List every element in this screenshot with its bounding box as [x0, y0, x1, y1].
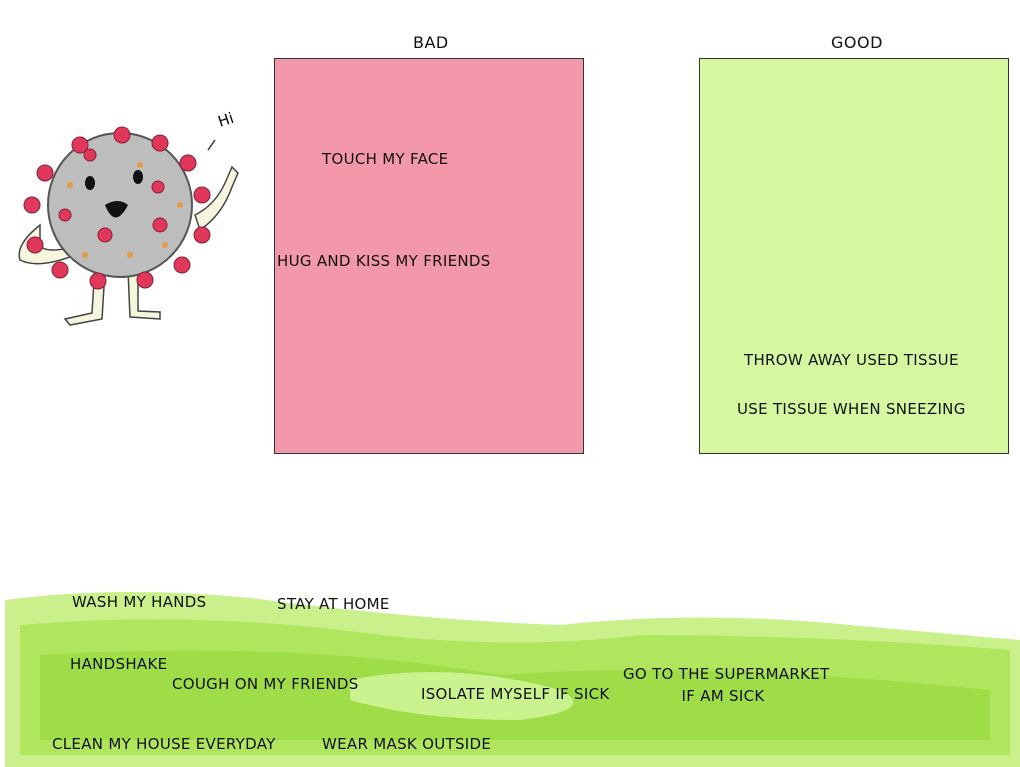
- draggable-card[interactable]: STAY AT HOME: [277, 595, 390, 613]
- draggable-card[interactable]: COUGH ON MY FRIENDS: [172, 675, 359, 693]
- draggable-card[interactable]: CLEAN MY HOUSE EVERYDAY: [52, 735, 276, 753]
- grass-background: [5, 591, 1020, 767]
- good-drop-zone[interactable]: [699, 58, 1009, 454]
- draggable-card[interactable]: THROW AWAY USED TISSUE: [744, 351, 959, 369]
- speech-bubble-text: Hi: [216, 109, 236, 131]
- draggable-card[interactable]: TOUCH MY FACE: [322, 150, 449, 168]
- draggable-card[interactable]: USE TISSUE WHEN SNEEZING: [737, 400, 966, 418]
- draggable-card[interactable]: HUG AND KISS MY FRIENDS: [277, 252, 491, 270]
- card-line: GO TO THE SUPERMARKET: [623, 665, 830, 683]
- good-column-title: GOOD: [831, 33, 883, 52]
- virus-mascot-illustration: Hi: [18, 109, 239, 326]
- card-line: IF AM SICK: [681, 687, 765, 705]
- draggable-card[interactable]: ISOLATE MYSELF IF SICK: [421, 685, 610, 703]
- draggable-card[interactable]: WEAR MASK OUTSIDE: [322, 735, 492, 753]
- draggable-card[interactable]: GO TO THE SUPERMARKET IF AM SICK: [623, 663, 830, 707]
- draggable-card[interactable]: WASH MY HANDS: [72, 593, 207, 611]
- bad-drop-zone[interactable]: [274, 58, 584, 454]
- bad-column-title: BAD: [413, 33, 449, 52]
- draggable-card[interactable]: HANDSHAKE: [70, 655, 168, 673]
